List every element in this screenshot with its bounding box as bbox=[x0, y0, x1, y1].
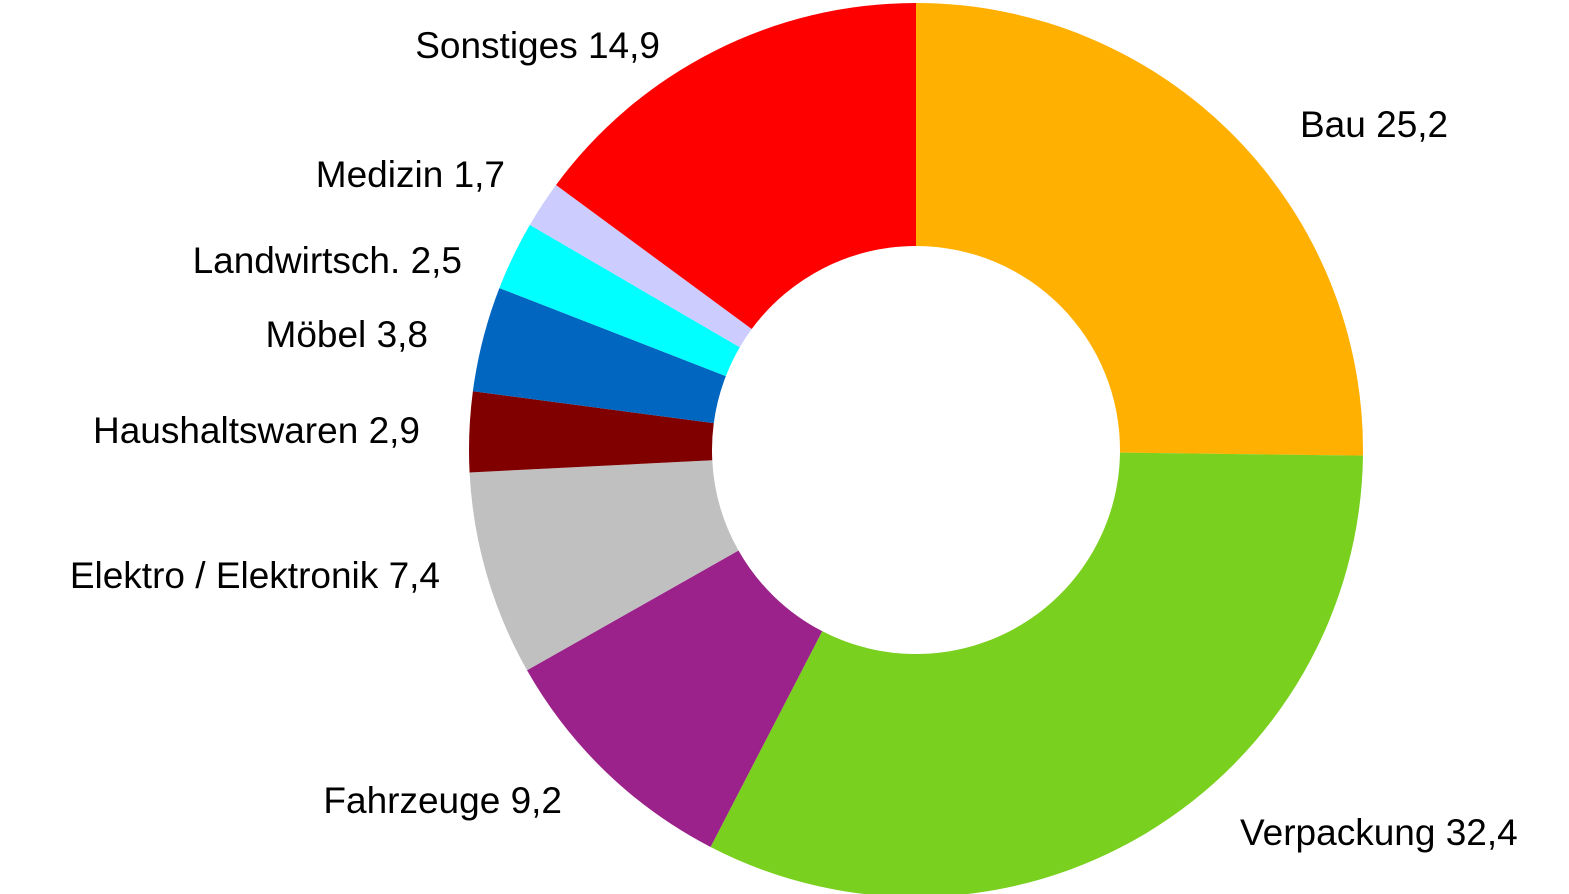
slice-category: Elektro / Elektronik bbox=[70, 555, 379, 596]
slice-category: Verpackung bbox=[1240, 812, 1435, 853]
slice-category: Sonstiges bbox=[415, 25, 578, 66]
slice-value: 9,2 bbox=[511, 780, 562, 821]
donut-slice bbox=[710, 452, 1363, 894]
donut-slice bbox=[527, 550, 823, 847]
slice-label: Medizin 1,7 bbox=[316, 154, 505, 195]
slice-value: 32,4 bbox=[1446, 812, 1518, 853]
donut-slice bbox=[556, 3, 916, 330]
slice-value: 7,4 bbox=[389, 555, 440, 596]
slice-category: Landwirtsch. bbox=[193, 240, 401, 281]
slice-label: Fahrzeuge 9,2 bbox=[323, 780, 562, 821]
slice-label: Verpackung 32,4 bbox=[1240, 812, 1518, 853]
slice-label: Möbel 3,8 bbox=[266, 314, 429, 355]
slice-category: Haushaltswaren bbox=[93, 410, 358, 451]
donut-slice bbox=[916, 3, 1363, 456]
slice-category: Möbel bbox=[266, 314, 367, 355]
slice-label: Haushaltswaren 2,9 bbox=[93, 410, 420, 451]
slice-category: Bau bbox=[1300, 104, 1366, 145]
slice-label: Elektro / Elektronik 7,4 bbox=[70, 555, 440, 596]
slice-value: 14,9 bbox=[588, 25, 660, 66]
slice-value: 1,7 bbox=[454, 154, 505, 195]
slice-value: 2,5 bbox=[411, 240, 462, 281]
slice-label: Sonstiges 14,9 bbox=[415, 25, 660, 66]
donut-slice bbox=[469, 391, 714, 473]
donut-slice bbox=[499, 224, 740, 377]
donut-slice bbox=[469, 460, 739, 671]
slice-label: Bau 25,2 bbox=[1300, 104, 1448, 145]
slice-category: Fahrzeuge bbox=[323, 780, 500, 821]
slice-value: 3,8 bbox=[377, 314, 428, 355]
donut-slice bbox=[472, 288, 726, 424]
donut-slice bbox=[529, 184, 752, 348]
slice-value: 25,2 bbox=[1376, 104, 1448, 145]
slice-value: 2,9 bbox=[369, 410, 420, 451]
slice-label: Landwirtsch. 2,5 bbox=[193, 240, 462, 281]
slice-category: Medizin bbox=[316, 154, 444, 195]
